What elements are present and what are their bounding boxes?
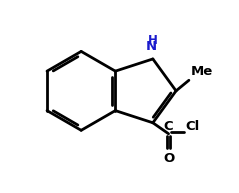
Text: H: H bbox=[148, 34, 158, 47]
Text: C: C bbox=[164, 120, 173, 133]
Text: Me: Me bbox=[191, 65, 213, 79]
Text: N: N bbox=[146, 40, 157, 53]
Text: Cl: Cl bbox=[185, 120, 200, 133]
Text: O: O bbox=[163, 152, 174, 165]
